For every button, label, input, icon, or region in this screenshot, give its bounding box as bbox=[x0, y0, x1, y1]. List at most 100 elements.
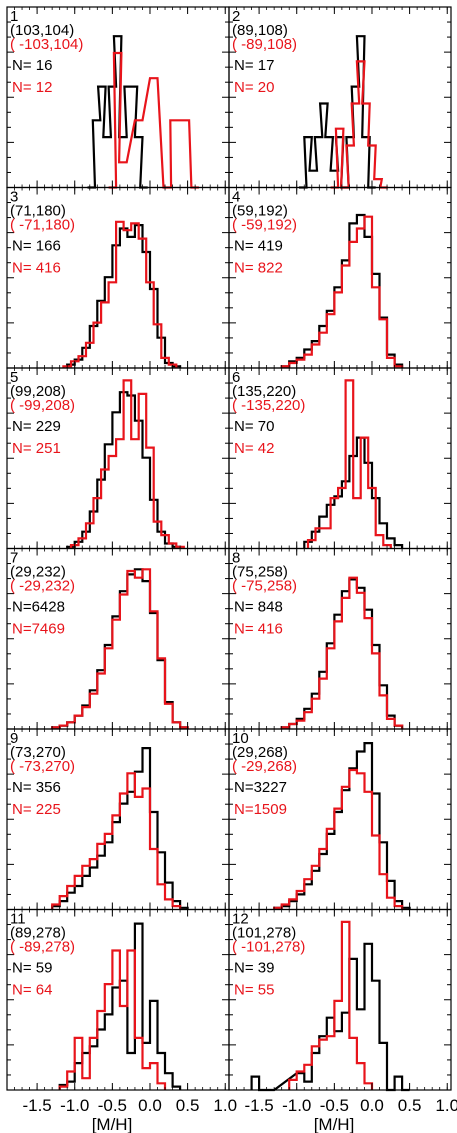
x-tick-label: -0.5 bbox=[98, 1096, 127, 1115]
red-count-label: N= 55 bbox=[234, 982, 274, 999]
red-histogram bbox=[280, 576, 404, 729]
panel-number: 5 bbox=[10, 369, 18, 386]
x-tick-label: 0.5 bbox=[176, 1096, 200, 1115]
black-count-label: N= 419 bbox=[234, 238, 283, 255]
red-coordinate-label: ( -103,104) bbox=[10, 36, 83, 53]
x-axis-title: [M/H] bbox=[92, 1115, 133, 1133]
black-count-label: N= 39 bbox=[234, 960, 274, 977]
x-axis-title: [M/H] bbox=[314, 1115, 355, 1133]
panel-1: 1(103,104)( -103,104) N= 16 N= 12 bbox=[6, 6, 230, 189]
red-coordinate-label: ( -89,108) bbox=[232, 36, 297, 53]
black-histogram bbox=[250, 942, 410, 1092]
panel-number: 6 bbox=[232, 369, 240, 386]
red-count-label: N= 12 bbox=[12, 79, 52, 96]
x-tick-label: 0.0 bbox=[138, 1096, 162, 1115]
panel-number: 7 bbox=[10, 550, 18, 567]
panel-12: 12(101,278)( -101,278) N= 39 N= 55 bbox=[228, 908, 452, 1092]
black-count-label: N=3227 bbox=[234, 779, 287, 796]
red-coordinate-label: ( -101,278) bbox=[232, 939, 305, 956]
black-count-label: N= 166 bbox=[12, 238, 61, 255]
panel-number: 10 bbox=[232, 730, 249, 747]
panel-3: 3(71,180)( -71,180) N= 166 N= 416 bbox=[6, 186, 230, 369]
red-count-label: N=1509 bbox=[234, 801, 287, 818]
panel-10: 10(29,268)( -29,268) N=3227 N=1509 bbox=[228, 728, 452, 911]
black-coordinate-label: (103,104) bbox=[10, 22, 74, 39]
panel-2: 2(89,108)( -89,108) N= 17 N= 20 bbox=[228, 6, 452, 189]
red-count-label: N= 416 bbox=[12, 260, 61, 277]
black-count-label: N= 848 bbox=[234, 599, 283, 616]
red-coordinate-label: ( -73,270) bbox=[10, 758, 75, 775]
red-histogram bbox=[108, 51, 199, 189]
black-count-label: N= 229 bbox=[12, 418, 61, 435]
red-histogram bbox=[306, 379, 392, 549]
red-count-label: N=7469 bbox=[12, 621, 65, 638]
red-coordinate-label: ( -29,232) bbox=[10, 578, 75, 595]
black-coordinate-label: (71,180) bbox=[10, 203, 66, 220]
red-coordinate-label: ( -135,220) bbox=[232, 397, 305, 414]
black-coordinate-label: (29,232) bbox=[10, 564, 66, 581]
black-count-label: N= 16 bbox=[12, 57, 52, 74]
x-tick-label: -1.0 bbox=[60, 1096, 89, 1115]
red-count-label: N= 225 bbox=[12, 801, 61, 818]
black-count-label: N= 17 bbox=[234, 57, 274, 74]
x-tick-label: 1.0 bbox=[213, 1096, 237, 1115]
red-coordinate-label: ( -71,180) bbox=[10, 217, 75, 234]
red-histogram bbox=[288, 920, 374, 1090]
panel-number: 9 bbox=[10, 730, 18, 747]
red-histogram bbox=[51, 568, 189, 729]
x-tick-label: -1.5 bbox=[22, 1096, 51, 1115]
panel-number: 2 bbox=[232, 8, 240, 25]
black-coordinate-label: (135,220) bbox=[232, 383, 296, 400]
red-count-label: N= 822 bbox=[234, 260, 283, 277]
red-coordinate-label: ( -59,192) bbox=[232, 217, 297, 234]
panel-4: 4(59,192)( -59,192) N= 419 N= 822 bbox=[228, 186, 452, 369]
red-histogram bbox=[69, 379, 185, 549]
black-count-label: N=6428 bbox=[12, 599, 65, 616]
red-histogram bbox=[62, 220, 178, 368]
black-histogram bbox=[66, 224, 182, 368]
red-coordinate-label: ( -89,278) bbox=[10, 939, 75, 956]
red-histogram bbox=[273, 768, 404, 910]
x-tick-label: 0.5 bbox=[398, 1096, 422, 1115]
black-count-label: N= 70 bbox=[234, 418, 274, 435]
red-coordinate-label: ( -75,258) bbox=[232, 578, 297, 595]
red-count-label: N= 64 bbox=[12, 982, 52, 999]
black-coordinate-label: (73,270) bbox=[10, 744, 66, 761]
panel-9: 9(73,270)( -73,270) N= 356 N= 225 bbox=[6, 728, 230, 911]
black-count-label: N= 356 bbox=[12, 779, 61, 796]
red-histogram bbox=[51, 772, 182, 910]
x-tick-label: -1.5 bbox=[244, 1096, 273, 1115]
panel-number: 8 bbox=[232, 550, 240, 567]
black-coordinate-label: (29,268) bbox=[232, 744, 288, 761]
panel-6: 6(135,220)( -135,220) N= 70 N= 42 bbox=[228, 367, 452, 550]
red-count-label: N= 416 bbox=[234, 621, 283, 638]
x-tick-label: 0.0 bbox=[360, 1096, 384, 1115]
black-coordinate-label: (59,192) bbox=[232, 203, 288, 220]
red-coordinate-label: ( -99,208) bbox=[10, 397, 75, 414]
red-histogram bbox=[58, 949, 167, 1090]
panel-number: 12 bbox=[232, 911, 249, 928]
red-count-label: N= 42 bbox=[234, 440, 274, 457]
black-count-label: N= 59 bbox=[12, 960, 52, 977]
black-histogram bbox=[87, 35, 148, 189]
panel-8: 8(75,258)( -75,258) N= 848 N= 416 bbox=[228, 547, 452, 730]
black-coordinate-label: (89,278) bbox=[10, 925, 66, 942]
red-histogram bbox=[280, 215, 404, 368]
red-count-label: N= 251 bbox=[12, 440, 61, 457]
red-coordinate-label: ( -29,268) bbox=[232, 758, 297, 775]
panel-number: 4 bbox=[232, 189, 240, 206]
panel-7: 7(29,232)( -29,232) N=6428 N=7469 bbox=[6, 547, 230, 730]
black-coordinate-label: (101,278) bbox=[232, 925, 296, 942]
panel-11: 11(89,278)( -89,278) N= 59 N= 64 bbox=[6, 908, 230, 1091]
x-tick-label: 1.0 bbox=[435, 1096, 457, 1115]
x-tick-label: -1.0 bbox=[282, 1096, 311, 1115]
black-coordinate-label: (99,208) bbox=[10, 383, 66, 400]
panel-5: 5(99,208)( -99,208) N= 229 N= 251 bbox=[6, 367, 230, 550]
black-coordinate-label: (89,108) bbox=[232, 22, 288, 39]
panel-number: 3 bbox=[10, 189, 18, 206]
x-tick-label: -0.5 bbox=[320, 1096, 349, 1115]
red-histogram bbox=[330, 60, 388, 189]
red-count-label: N= 20 bbox=[234, 79, 274, 96]
black-coordinate-label: (75,258) bbox=[232, 564, 288, 581]
